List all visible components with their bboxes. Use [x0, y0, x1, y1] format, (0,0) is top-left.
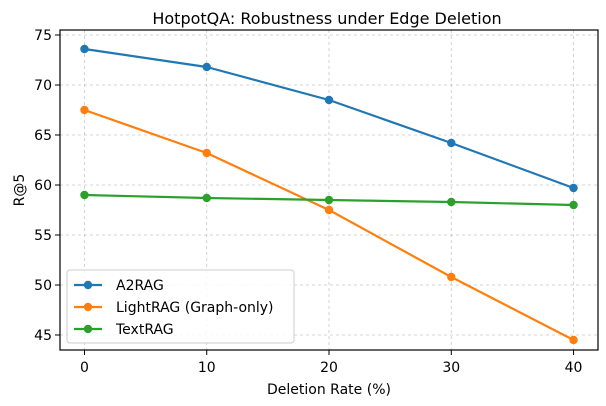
chart-title: HotpotQA: Robustness under Edge Deletion — [152, 9, 501, 28]
y-tick-label: 65 — [34, 128, 52, 144]
data-point-a2rag — [569, 183, 578, 193]
legend-swatch-marker — [83, 324, 93, 334]
data-point-a2rag — [80, 44, 89, 54]
legend-swatch-marker — [83, 280, 93, 290]
y-tick-label: 50 — [34, 278, 52, 294]
legend: A2RAG LightRAG (Graph-only) TextRAG — [66, 269, 295, 344]
series-a2rag — [80, 44, 578, 193]
data-point-a2rag — [202, 62, 211, 72]
data-point-a2rag — [324, 95, 334, 105]
legend-box — [66, 269, 295, 344]
x-tick-label: 0 — [80, 360, 89, 376]
data-point-lightrag-graph-only — [202, 148, 211, 158]
y-tick-label: 45 — [34, 328, 52, 344]
data-point-textrag — [324, 195, 334, 205]
y-tick-label: 60 — [34, 178, 52, 194]
x-axis-label: Deletion Rate (%) — [267, 382, 391, 398]
data-point-textrag — [447, 197, 456, 207]
legend-item-a2rag: A2RAG — [74, 278, 164, 294]
y-tick-label: 55 — [34, 228, 52, 244]
legend-label: A2RAG — [116, 278, 164, 294]
legend-label: LightRAG (Graph-only) — [116, 300, 274, 316]
y-tick-label: 75 — [34, 28, 52, 44]
y-axis: 45 50 55 60 65 70 75 — [34, 28, 60, 344]
data-point-lightrag-graph-only — [80, 105, 89, 115]
legend-item-textrag: TextRAG — [74, 322, 174, 338]
series-lightrag-graph-only — [80, 105, 578, 345]
data-point-textrag — [569, 200, 578, 210]
x-axis: 0 10 20 30 40 — [80, 350, 582, 376]
data-point-textrag — [80, 190, 89, 200]
x-tick-label: 10 — [198, 360, 216, 376]
data-point-lightrag-graph-only — [569, 335, 578, 345]
data-point-a2rag — [447, 138, 456, 148]
x-tick-label: 40 — [565, 360, 583, 376]
legend-label: TextRAG — [115, 322, 174, 338]
series-textrag — [80, 190, 578, 210]
data-point-lightrag-graph-only — [324, 205, 334, 215]
x-tick-label: 30 — [442, 360, 460, 376]
y-tick-label: 70 — [34, 78, 52, 94]
legend-swatch-marker — [83, 302, 93, 312]
y-axis-label: R@5 — [12, 174, 28, 207]
series-line-a2rag — [84, 47, 574, 190]
data-point-textrag — [202, 193, 211, 203]
data-point-lightrag-graph-only — [447, 272, 456, 282]
x-tick-label: 20 — [320, 360, 338, 376]
legend-item-lightrag-graph-only: LightRAG (Graph-only) — [74, 300, 274, 316]
series-layer — [80, 44, 578, 345]
